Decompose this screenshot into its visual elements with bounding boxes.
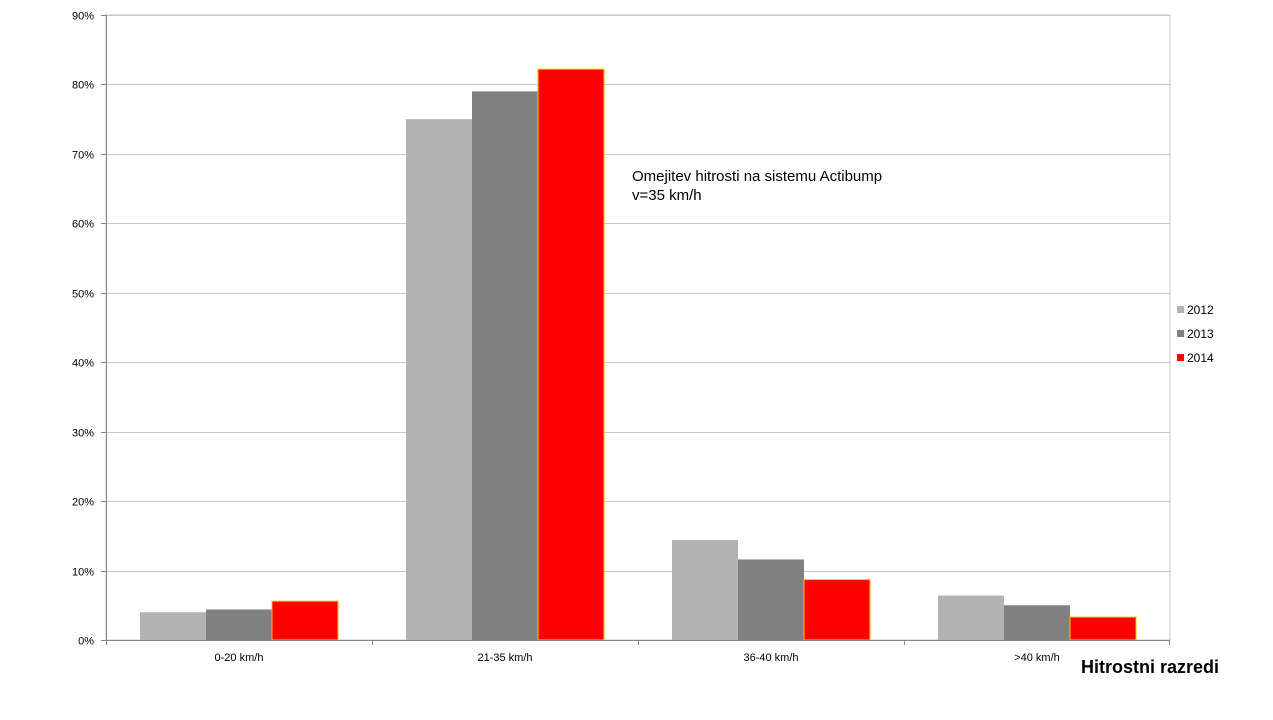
y-tick-labels: 0% 10% 20% 30% 40% 50% 60% 70% 80% 90% [72, 11, 94, 648]
bar-2014-1 [271, 600, 339, 641]
bar-2012-3 [672, 540, 738, 640]
y-tick-label: 40% [72, 358, 94, 370]
legend-label-2013: 2013 [1187, 327, 1214, 341]
y-tick-label: 0% [78, 636, 94, 648]
x-tick-label: 36-40 km/h [743, 652, 798, 664]
bar-2013-4 [1004, 605, 1070, 640]
bar-2013-1 [206, 609, 272, 640]
y-tick-label: 80% [72, 80, 94, 92]
y-tick-label: 30% [72, 428, 94, 440]
legend-swatch-2014 [1177, 354, 1184, 361]
x-tick-label: 0-20 km/h [215, 652, 264, 664]
bars [140, 68, 1137, 641]
y-tick-label: 50% [72, 289, 94, 301]
legend-swatch-2012 [1177, 306, 1184, 313]
bar-2012-4 [938, 595, 1004, 640]
legend-label-2012: 2012 [1187, 303, 1214, 317]
legend-swatch-2013 [1177, 330, 1184, 337]
bar-2014-2 [537, 68, 605, 641]
plot-frame [105, 14, 1171, 641]
bar-2012-2 [406, 119, 472, 640]
gridlines [105, 14, 1171, 641]
bar-2013-3 [738, 559, 804, 640]
legend: 2012 2013 2014 [1177, 303, 1214, 365]
y-tick-label: 20% [72, 497, 94, 509]
annotation-line-1: Omejitev hitrosti na sistemu Actibump [632, 168, 882, 185]
x-tick-label: >40 km/h [1014, 652, 1060, 664]
y-tick-label: 10% [72, 567, 94, 579]
annotation-line-2: v=35 km/h [632, 187, 702, 204]
y-tick-label: 60% [72, 219, 94, 231]
x-tick-labels: 0-20 km/h 21-35 km/h 36-40 km/h >40 km/h [215, 652, 1060, 664]
bar-2012-1 [140, 612, 206, 640]
legend-label-2014: 2014 [1187, 351, 1214, 365]
bar-2013-2 [472, 91, 538, 640]
x-tick-label: 21-35 km/h [477, 652, 532, 664]
y-tick-label: 90% [72, 11, 94, 23]
x-axis-title: Hitrostni razredi [1081, 657, 1219, 677]
axes [101, 15, 1170, 645]
y-tick-label: 70% [72, 150, 94, 162]
bar-2014-3 [803, 579, 871, 641]
bar-2014-4 [1069, 616, 1137, 641]
